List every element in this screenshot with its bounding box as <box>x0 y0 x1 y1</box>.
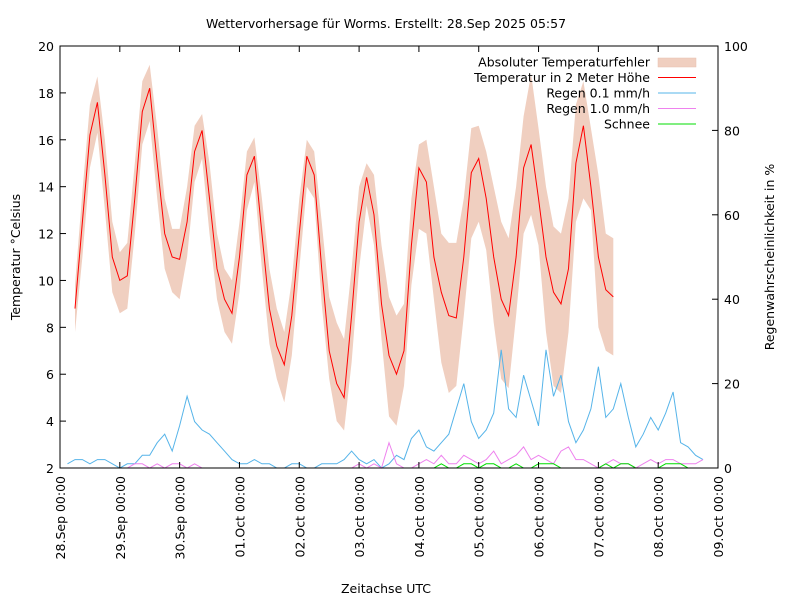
legend-label: Temperatur in 2 Meter Höhe <box>473 70 650 85</box>
x-tick-label: 29.Sep 00:00 <box>113 476 128 559</box>
legend-label: Schnee <box>604 117 650 132</box>
y-tick-label: 20 <box>38 39 54 54</box>
x-tick-label: 04.Oct 00:00 <box>412 476 427 558</box>
y-tick-label: 14 <box>38 180 54 195</box>
y-tick-label: 8 <box>46 320 54 335</box>
legend-label: Regen 0.1 mm/h <box>546 86 650 101</box>
y-tick-label: 18 <box>38 86 54 101</box>
legend-label: Regen 1.0 mm/h <box>546 101 650 116</box>
y-axis-label: Temperatur °Celsius <box>8 194 23 321</box>
error-band-layer <box>75 64 614 431</box>
legend-label: Absoluter Temperaturfehler <box>478 55 651 70</box>
x-tick-label: 05.Oct 00:00 <box>472 476 487 558</box>
x-tick-label: 08.Oct 00:00 <box>651 476 666 558</box>
chart-title: Wettervorhersage für Worms. Erstellt: 28… <box>206 16 566 31</box>
y-tick-label: 16 <box>38 133 54 148</box>
y-tick-label: 12 <box>38 227 54 242</box>
y2-tick-label: 60 <box>724 208 740 223</box>
x-tick-label: 09.Oct 00:00 <box>711 476 726 558</box>
x-tick-label: 06.Oct 00:00 <box>532 476 547 558</box>
x-axis-label: Zeitachse UTC <box>341 581 431 596</box>
y-tick-label: 6 <box>46 367 54 382</box>
legend-swatch-band <box>657 57 697 68</box>
x-tick-label: 28.Sep 00:00 <box>53 476 68 559</box>
x-tick-label: 03.Oct 00:00 <box>352 476 367 558</box>
x-tick-label: 30.Sep 00:00 <box>173 476 188 559</box>
rain-01-line <box>67 349 704 469</box>
y-tick-label: 4 <box>46 414 54 429</box>
ticks-layer: 28.Sep 00:00 29.Sep 00:00 30.Sep 00:00 01.O… <box>38 39 748 559</box>
y2-tick-label: 100 <box>724 39 748 54</box>
y2-tick-label: 40 <box>724 292 740 307</box>
plot-frame <box>59 45 719 469</box>
x-tick-label: 01.Oct 00:00 <box>232 476 247 558</box>
x-tick-label: 07.Oct 00:00 <box>591 476 606 558</box>
rain-10-line <box>67 441 704 469</box>
y-tick-label: 2 <box>46 461 54 476</box>
y2-tick-label: 80 <box>724 123 740 138</box>
y2-axis-label: Regenwahrscheinlichkeit in % <box>762 164 777 351</box>
x-tick-label: 02.Oct 00:00 <box>292 476 307 558</box>
y2-tick-label: 20 <box>724 377 740 392</box>
temperature-error-band <box>75 64 614 431</box>
y-tick-label: 10 <box>38 273 54 288</box>
y2-tick-label: 0 <box>724 461 732 476</box>
